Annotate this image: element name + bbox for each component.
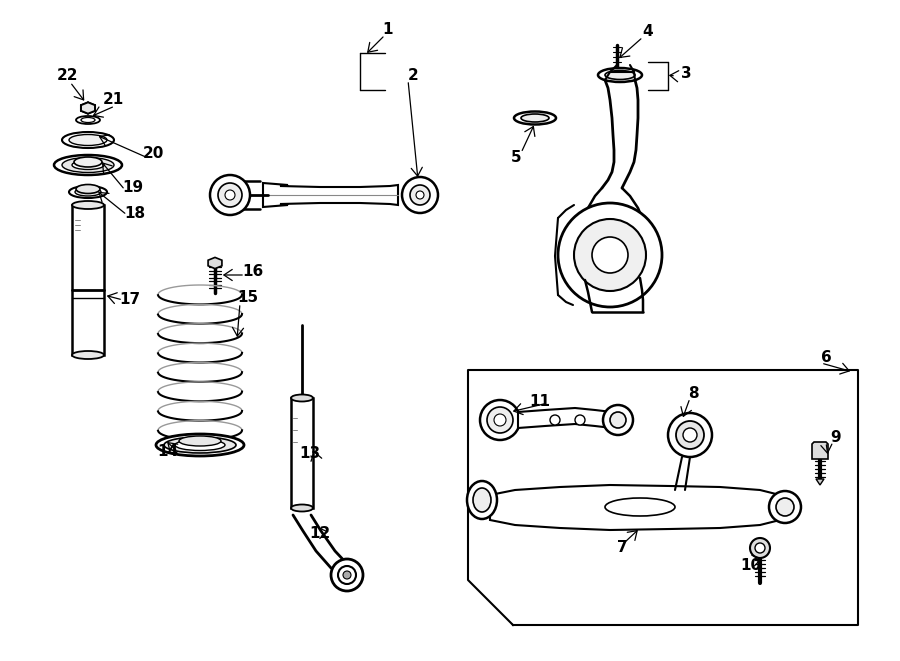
Circle shape <box>210 175 250 215</box>
Bar <box>72 205 104 355</box>
Ellipse shape <box>76 184 100 194</box>
Ellipse shape <box>69 186 107 198</box>
Circle shape <box>494 414 506 426</box>
Ellipse shape <box>72 161 104 169</box>
Circle shape <box>402 177 438 213</box>
Circle shape <box>331 559 363 591</box>
Polygon shape <box>208 257 222 268</box>
Text: 3: 3 <box>680 67 691 81</box>
Text: 6: 6 <box>821 350 832 366</box>
Circle shape <box>550 415 560 425</box>
Circle shape <box>410 185 430 205</box>
Ellipse shape <box>72 201 104 209</box>
Text: 7: 7 <box>616 541 627 555</box>
Text: 2: 2 <box>408 67 418 83</box>
Text: 10: 10 <box>741 557 761 572</box>
Ellipse shape <box>156 434 244 456</box>
Circle shape <box>776 498 794 516</box>
Ellipse shape <box>69 134 107 145</box>
Ellipse shape <box>605 71 635 79</box>
Circle shape <box>338 566 356 584</box>
Text: 18: 18 <box>124 206 146 221</box>
Circle shape <box>480 400 520 440</box>
Text: 11: 11 <box>529 393 551 408</box>
Text: 4: 4 <box>643 24 653 40</box>
Ellipse shape <box>291 395 313 401</box>
Text: 14: 14 <box>158 444 178 459</box>
Ellipse shape <box>598 68 642 82</box>
Text: 21: 21 <box>103 93 123 108</box>
Polygon shape <box>490 485 780 530</box>
Ellipse shape <box>605 498 675 516</box>
Ellipse shape <box>72 351 104 359</box>
Ellipse shape <box>175 440 225 451</box>
Circle shape <box>343 571 351 579</box>
Ellipse shape <box>62 132 114 148</box>
Ellipse shape <box>75 188 101 196</box>
Text: 20: 20 <box>142 145 164 161</box>
Circle shape <box>769 491 801 523</box>
Circle shape <box>218 183 242 207</box>
Circle shape <box>575 415 585 425</box>
Text: 8: 8 <box>688 385 698 401</box>
Ellipse shape <box>76 116 100 124</box>
Ellipse shape <box>179 436 221 446</box>
Circle shape <box>592 237 628 273</box>
Ellipse shape <box>473 488 491 512</box>
Circle shape <box>416 191 424 199</box>
Ellipse shape <box>74 157 102 167</box>
Circle shape <box>755 543 765 553</box>
Ellipse shape <box>467 481 497 519</box>
Ellipse shape <box>521 114 549 122</box>
Circle shape <box>750 538 770 558</box>
Circle shape <box>558 203 662 307</box>
Ellipse shape <box>514 112 556 124</box>
Circle shape <box>610 412 626 428</box>
Polygon shape <box>816 479 824 485</box>
Ellipse shape <box>291 504 313 512</box>
Bar <box>291 398 313 508</box>
Text: 15: 15 <box>238 290 258 305</box>
Text: 19: 19 <box>122 180 144 196</box>
Circle shape <box>574 219 646 291</box>
Text: 17: 17 <box>120 293 140 307</box>
Polygon shape <box>263 183 398 207</box>
Circle shape <box>487 407 513 433</box>
Polygon shape <box>518 408 612 428</box>
Text: 16: 16 <box>242 264 264 280</box>
Text: 22: 22 <box>56 69 77 83</box>
Text: 5: 5 <box>510 151 521 165</box>
Circle shape <box>603 405 633 435</box>
Ellipse shape <box>164 437 236 453</box>
Text: 12: 12 <box>310 527 330 541</box>
Text: 9: 9 <box>831 430 842 444</box>
Text: 13: 13 <box>300 446 320 461</box>
Ellipse shape <box>54 155 122 175</box>
Ellipse shape <box>81 118 95 122</box>
Circle shape <box>683 428 697 442</box>
Circle shape <box>676 421 704 449</box>
Circle shape <box>668 413 712 457</box>
Polygon shape <box>812 442 828 459</box>
Ellipse shape <box>62 157 114 173</box>
Circle shape <box>225 190 235 200</box>
Polygon shape <box>81 102 94 114</box>
Text: 1: 1 <box>382 22 393 38</box>
